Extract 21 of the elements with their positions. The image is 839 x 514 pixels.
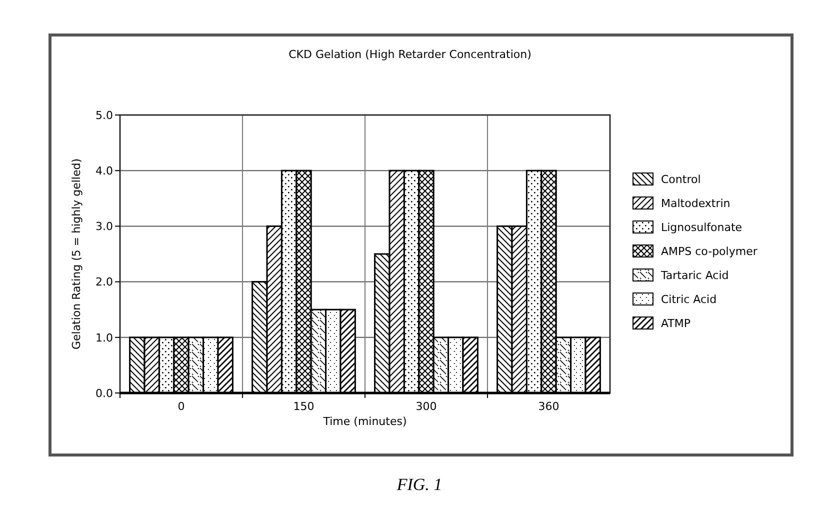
legend-label: Citric Acid <box>661 292 717 306</box>
x-tick-label: 360 <box>538 400 560 413</box>
legend-label: ATMP <box>661 316 691 330</box>
y-tick-label: 3.0 <box>96 220 113 234</box>
y-axis-title: Gelation Rating (5 = highly gelled) <box>70 158 83 350</box>
x-tick-label: 300 <box>416 400 437 413</box>
y-tick-label: 1.0 <box>96 331 113 344</box>
y-tick-label: 4.0 <box>96 164 113 178</box>
y-tick-label: 2.0 <box>96 276 113 289</box>
legend-label: Tartaric Acid <box>660 268 729 282</box>
y-tick-label: 5.0 <box>96 108 113 122</box>
caption: FIG. 1 <box>396 475 442 494</box>
legend-label: Lignosulfonate <box>661 220 742 234</box>
x-tick-label: 0 <box>178 400 185 413</box>
legend-label: Maltodextrin <box>661 196 730 210</box>
y-tick-label: 0.0 <box>96 386 113 400</box>
chart-title: CKD Gelation (High Retarder Concentration) <box>288 48 532 61</box>
x-axis-title: Time (minutes) <box>322 415 407 428</box>
x-tick-label: 150 <box>293 400 314 413</box>
legend-label: AMPS co-polymer <box>661 244 758 258</box>
legend-label: Control <box>661 172 701 186</box>
